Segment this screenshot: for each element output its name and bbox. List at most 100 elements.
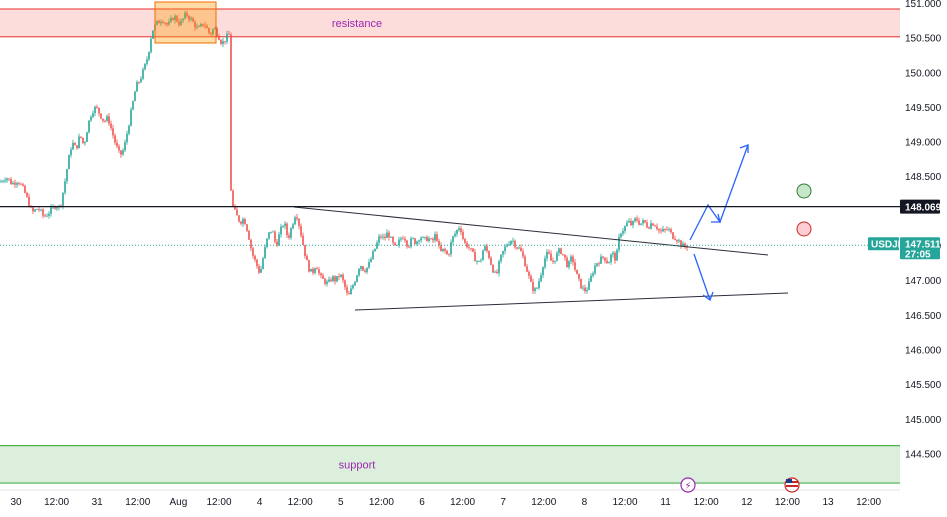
candle <box>476 259 478 265</box>
y-tick-label: 144.500 <box>905 449 942 460</box>
candle <box>122 148 124 156</box>
candle <box>156 20 158 26</box>
zone-support[interactable] <box>0 445 900 484</box>
levels-layer <box>0 206 900 246</box>
candle <box>394 242 396 246</box>
candle <box>540 272 542 283</box>
candle <box>366 267 368 275</box>
candle <box>250 238 252 252</box>
candle <box>646 219 648 229</box>
candle <box>136 80 138 92</box>
candle <box>676 239 678 245</box>
candle <box>332 275 334 283</box>
candle <box>516 246 518 251</box>
candle <box>524 254 526 267</box>
breakdown-arrowhead <box>702 291 714 302</box>
breakout-up-arrow-path[interactable] <box>689 144 749 241</box>
candle <box>314 267 316 275</box>
candle <box>36 208 38 210</box>
green-circle-marker[interactable] <box>796 183 812 199</box>
last-price-tag <box>900 237 940 260</box>
candle <box>402 235 404 240</box>
candle <box>594 262 596 275</box>
candle <box>280 223 282 238</box>
x-tick-label: 12 <box>741 497 753 508</box>
x-tick-label: 11 <box>660 497 671 508</box>
candle <box>28 193 30 208</box>
x-tick-label: 13 <box>822 497 834 508</box>
candle <box>134 90 136 102</box>
candle <box>204 22 206 29</box>
candle <box>162 20 164 24</box>
candle <box>124 139 126 153</box>
candle <box>354 280 356 287</box>
candle <box>654 224 656 227</box>
candle <box>592 271 594 278</box>
candle <box>628 218 630 223</box>
us-flag-event-icon[interactable] <box>784 477 800 493</box>
candle <box>90 115 92 122</box>
candle <box>22 182 24 187</box>
candle <box>456 229 458 237</box>
candle <box>190 16 192 22</box>
candle <box>82 137 84 145</box>
x-tick-label: 4 <box>257 497 263 508</box>
candle <box>24 184 26 194</box>
zone-label-resistance: resistance <box>332 18 382 30</box>
candle <box>360 265 362 272</box>
top-highlight-box[interactable] <box>154 1 217 44</box>
candle <box>518 245 520 250</box>
candle <box>600 253 602 265</box>
candle <box>488 250 490 260</box>
candle <box>216 26 218 38</box>
lightning-event-icon[interactable]: ⚡ <box>680 477 696 493</box>
candle <box>246 223 248 233</box>
x-tick-label: 12:00 <box>369 497 394 508</box>
red-circle-marker[interactable] <box>796 221 812 237</box>
candle <box>672 231 674 240</box>
candle <box>120 150 122 158</box>
triangle-upper-trendline[interactable] <box>293 206 769 256</box>
candle <box>508 241 510 247</box>
candle <box>530 274 532 283</box>
candle <box>296 214 298 221</box>
price-axis[interactable]: 151.000 150.500 150.000 149.500 149.000 148.5… <box>868 0 947 517</box>
candle <box>578 273 580 282</box>
candle <box>478 260 480 263</box>
candle <box>608 261 610 264</box>
candle <box>472 247 474 253</box>
candle <box>212 28 214 37</box>
candle <box>164 22 166 26</box>
candle <box>414 237 416 245</box>
candle <box>352 283 354 290</box>
time-axis[interactable]: 30 12:00 31 12:00 Aug 12:00 4 12:00 5 12:00 6 12:00… <box>0 489 900 508</box>
candle <box>202 23 204 27</box>
triangle-lower-trendline[interactable] <box>354 292 789 311</box>
candle <box>6 177 8 183</box>
candle <box>464 237 466 245</box>
candle <box>460 225 462 236</box>
y-tick-label: 151.000 <box>905 0 942 10</box>
candle <box>114 133 116 146</box>
candle <box>94 105 96 117</box>
candle <box>270 231 272 234</box>
zone-resistance[interactable] <box>0 9 900 37</box>
candle <box>542 266 544 279</box>
candle <box>362 265 364 272</box>
candle <box>102 118 104 123</box>
candle <box>316 266 318 270</box>
candle <box>32 206 34 214</box>
candle <box>550 250 552 261</box>
candle <box>556 250 558 262</box>
candle <box>378 233 380 246</box>
candle <box>100 113 102 120</box>
candle <box>328 276 330 283</box>
candle <box>74 142 76 146</box>
last-price-text: 147.511 <box>905 239 941 250</box>
y-tick-label: 150.500 <box>905 34 942 45</box>
candle <box>226 30 228 45</box>
candle <box>610 253 612 265</box>
breakdown-arrow-path[interactable] <box>693 253 711 301</box>
candle <box>290 226 292 240</box>
